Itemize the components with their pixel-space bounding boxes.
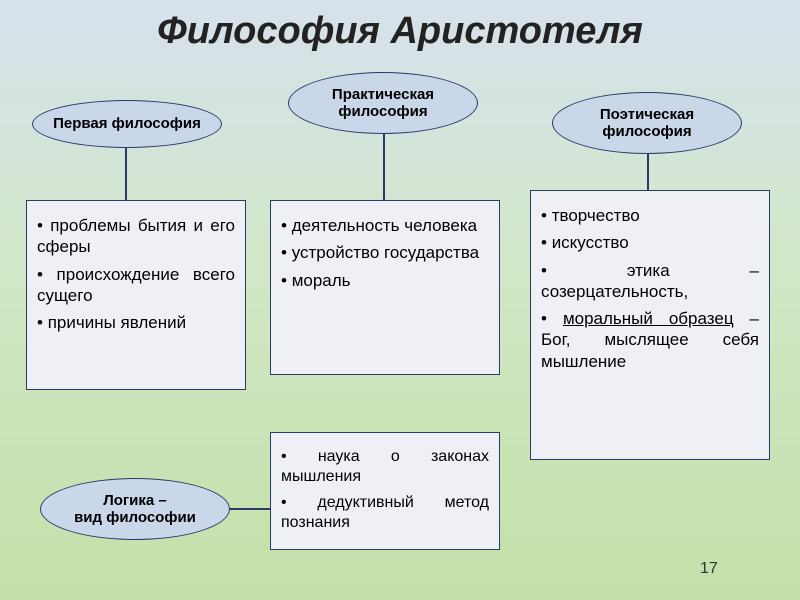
ellipse-practical-philosophy: Практическаяфилософия	[288, 72, 478, 134]
item-list: творчество искусство этика – созерцательно…	[541, 205, 759, 372]
list-item: деятельность человека	[281, 215, 489, 236]
ellipse-label: Практическаяфилософия	[332, 86, 434, 121]
ellipse-label: Первая философия	[53, 115, 201, 132]
page-number: 17	[700, 560, 718, 578]
list-item: устройство государства	[281, 242, 489, 263]
item-list: деятельность человека устройство государс…	[281, 215, 489, 291]
list-item: причины явлений	[37, 312, 235, 333]
ellipse-logic: Логика –вид философии	[40, 478, 230, 540]
connector-line	[230, 508, 270, 510]
list-item: дедуктивный метод познания	[281, 493, 489, 533]
list-item: происхождение всего сущего	[37, 264, 235, 307]
ellipse-poetic-philosophy: Поэтическаяфилософия	[552, 92, 742, 154]
list-item: наука о законах мышления	[281, 447, 489, 487]
box-first-philosophy: проблемы бытия и его сферы происхождение …	[26, 200, 246, 390]
connector-line	[125, 148, 127, 200]
box-logic: наука о законах мышления дедуктивный мето…	[270, 432, 500, 550]
connector-line	[383, 134, 385, 200]
list-item: мораль	[281, 270, 489, 291]
item-list: наука о законах мышления дедуктивный мето…	[281, 447, 489, 533]
box-practical-philosophy: деятельность человека устройство государс…	[270, 200, 500, 375]
list-item: творчество	[541, 205, 759, 226]
connector-line	[647, 154, 649, 190]
list-item: искусство	[541, 232, 759, 253]
ellipse-label: Поэтическаяфилософия	[600, 106, 694, 141]
item-list: проблемы бытия и его сферы происхождение …	[37, 215, 235, 333]
ellipse-label: Логика –вид философии	[74, 492, 196, 527]
ellipse-first-philosophy: Первая философия	[32, 100, 222, 148]
list-item: проблемы бытия и его сферы	[37, 215, 235, 258]
box-poetic-philosophy: творчество искусство этика – созерцательно…	[530, 190, 770, 460]
list-item: этика – созерцательность,	[541, 260, 759, 303]
list-item: моральный образец – Бог, мыслящее себя м…	[541, 308, 759, 372]
page-title: Философия Аристотеля	[0, 10, 800, 53]
